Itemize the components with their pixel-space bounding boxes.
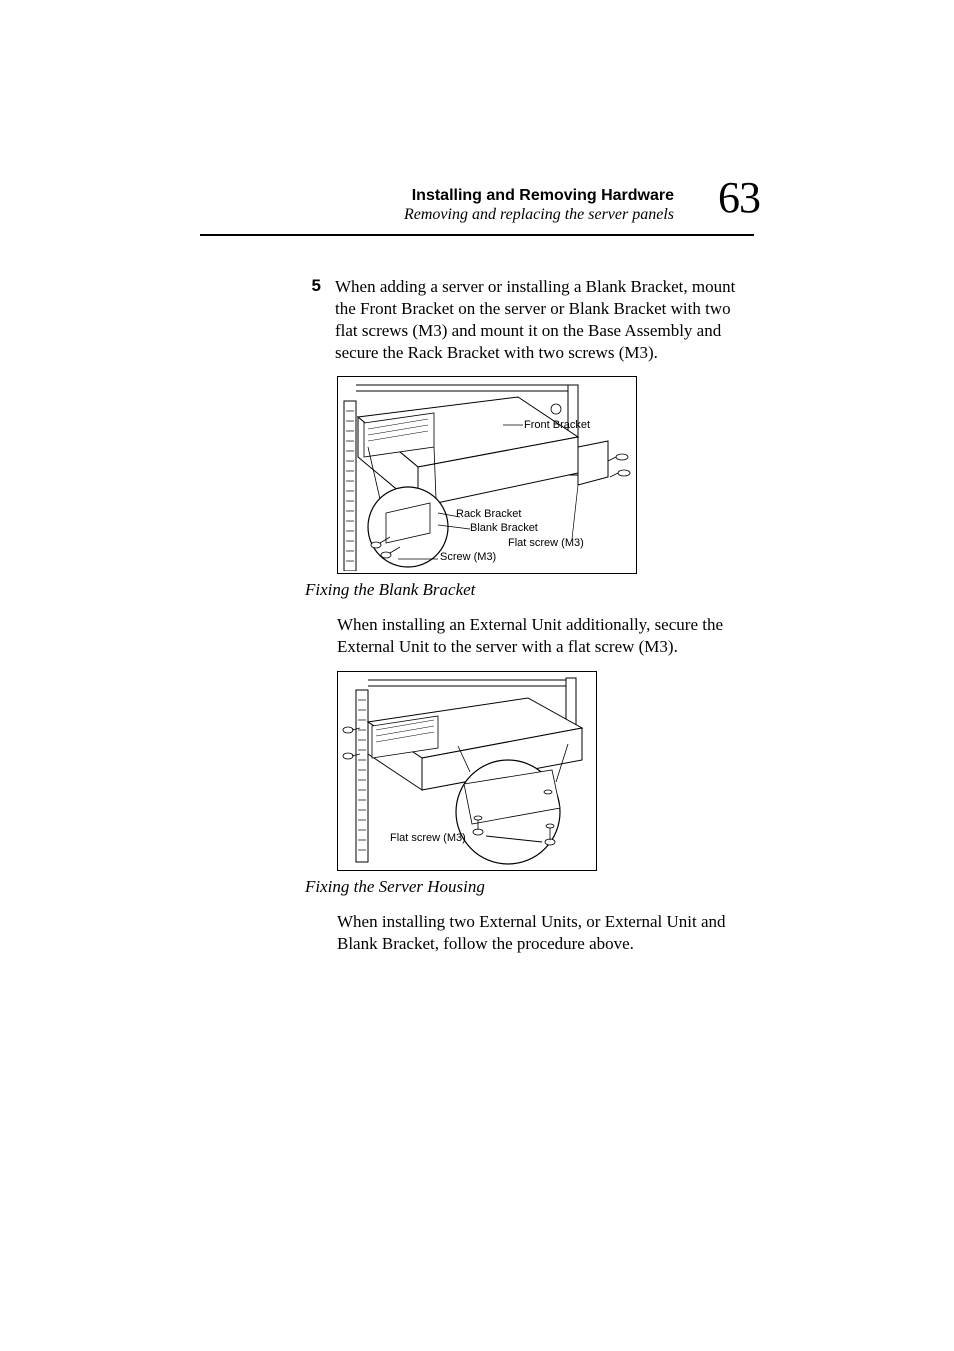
page: Installing and Removing Hardware Removin… <box>0 0 954 1351</box>
step-5: 5 When adding a server or installing a B… <box>305 276 744 364</box>
label-blank-bracket: Blank Bracket <box>470 522 538 534</box>
step-number: 5 <box>305 276 321 364</box>
figure-blank-bracket: Front Bracket Rack Bracket Blank Bracket… <box>337 376 637 574</box>
header-subtitle: Removing and replacing the server panels <box>200 205 674 226</box>
header-title: Installing and Removing Hardware <box>200 186 674 205</box>
figure1-caption-wrap: Fixing the Blank Bracket <box>305 580 744 600</box>
label-rack-bracket: Rack Bracket <box>456 508 521 520</box>
label-screw-m3: Screw (M3) <box>440 551 496 563</box>
figure1-caption: Fixing the Blank Bracket <box>305 580 744 600</box>
figure-server-housing: Flat screw (M3) <box>337 671 597 871</box>
step-text: When adding a server or installing a Bla… <box>335 276 744 364</box>
page-header: Installing and Removing Hardware Removin… <box>200 186 754 236</box>
paragraph-after-fig2: When installing two External Units, or E… <box>337 911 744 955</box>
label-flat-screw-m3-2: Flat screw (M3) <box>390 832 466 844</box>
page-number: 63 <box>718 176 760 220</box>
figure2-caption: Fixing the Server Housing <box>305 877 744 897</box>
header-text-block: Installing and Removing Hardware Removin… <box>200 186 674 226</box>
label-front-bracket: Front Bracket <box>524 419 590 431</box>
paragraph-after-fig1: When installing an External Unit additio… <box>337 614 744 658</box>
blank-bracket-diagram <box>338 377 634 571</box>
server-housing-diagram <box>338 672 594 868</box>
label-flat-screw-m3-1: Flat screw (M3) <box>508 537 584 549</box>
content-area: 5 When adding a server or installing a B… <box>305 276 744 955</box>
figure2-caption-wrap: Fixing the Server Housing <box>305 877 744 897</box>
header-rule <box>200 234 754 236</box>
